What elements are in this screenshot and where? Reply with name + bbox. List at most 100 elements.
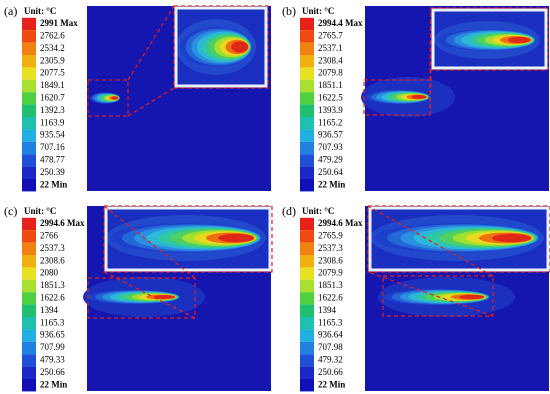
legend-label: 2308.6 xyxy=(40,255,65,265)
zoom-source-box xyxy=(87,79,129,117)
unit-label: Unit: °C xyxy=(24,6,56,16)
legend-label: 1851.3 xyxy=(40,280,65,290)
panel-label: (d) xyxy=(282,204,296,218)
legend-label: 1393.9 xyxy=(318,105,343,115)
legend-label: 2305.9 xyxy=(40,55,65,65)
legend-swatch xyxy=(22,30,36,43)
zoom-box-outline xyxy=(430,7,549,71)
legend-label: 1622.6 xyxy=(318,292,343,302)
panel: (b) Unit: °C 2994.4 Max 2765.7 2537.1 2308.4 2… xyxy=(282,4,549,192)
legend-label: 936.57 xyxy=(318,130,343,140)
zoom-connector xyxy=(127,87,175,117)
legend-swatch xyxy=(22,341,36,355)
legend-label: 250.66 xyxy=(40,367,65,377)
legend-label: 2765.9 xyxy=(318,230,343,240)
legend-swatch xyxy=(22,79,36,93)
legend-label: 2762.6 xyxy=(40,30,65,40)
legend-swatch xyxy=(300,129,314,142)
zoom-source-box xyxy=(382,275,494,317)
legend-label: 2537.1 xyxy=(318,43,343,53)
legend-swatch xyxy=(300,154,314,167)
legend-label: 250.66 xyxy=(318,367,343,377)
legend-label: 2308.4 xyxy=(318,55,343,65)
legend-label: 2534.2 xyxy=(40,43,65,53)
legend-label: 936.65 xyxy=(40,330,65,340)
legend-swatch xyxy=(22,317,36,330)
legend-swatch xyxy=(300,104,314,117)
legend-label: 1392.3 xyxy=(40,105,65,115)
zoom-source-box xyxy=(363,79,431,116)
panel: (d) Unit: °C 2994.6 Max 2765.9 2537.3 2308.6 2… xyxy=(282,204,550,392)
zoom-connector xyxy=(429,69,432,116)
zoom-box-outline xyxy=(173,5,269,89)
zoom-frame xyxy=(431,8,548,70)
legend-swatch xyxy=(22,117,36,130)
zoom-connector xyxy=(367,205,494,277)
legend-label: 1620.7 xyxy=(40,92,65,102)
legend-label: 1849.1 xyxy=(40,80,65,90)
legend-swatch xyxy=(300,354,314,367)
legend-swatch xyxy=(300,242,314,255)
zoom-frame xyxy=(368,206,550,272)
legend-label: 1622.6 xyxy=(40,292,65,302)
temperature-contour xyxy=(507,36,531,44)
legend-swatch xyxy=(300,255,314,268)
legend-swatch xyxy=(22,42,36,55)
legend-label: 936.64 xyxy=(318,330,343,340)
legend-swatch xyxy=(22,179,36,192)
legend-swatch xyxy=(300,329,314,342)
legend-swatch xyxy=(300,379,314,392)
legend-label: 250.39 xyxy=(40,167,65,177)
panel-label: (c) xyxy=(4,204,17,218)
legend-swatch xyxy=(300,217,314,231)
legend-label: 1163.9 xyxy=(40,117,65,127)
zoom-frame xyxy=(174,6,268,88)
legend-swatch xyxy=(300,166,314,179)
temperature-contour xyxy=(111,96,119,100)
legend-label: 935.54 xyxy=(40,130,65,140)
legend-swatch xyxy=(300,141,314,155)
legend-label: 2077.5 xyxy=(40,68,65,78)
legend-swatch xyxy=(300,30,314,43)
legend-label: 2079.8 xyxy=(318,68,343,78)
legend-swatch xyxy=(22,67,36,80)
legend-swatch xyxy=(22,55,36,68)
temperature-contour xyxy=(231,41,249,53)
legend-label: 479.33 xyxy=(40,354,65,364)
temperature-contour xyxy=(218,233,254,243)
legend-label: 1851.3 xyxy=(318,280,343,290)
legend-swatch xyxy=(22,129,36,142)
legend-label: 1622.5 xyxy=(318,92,343,102)
legend-swatch xyxy=(22,255,36,268)
legend-label: 2994.6 Max xyxy=(40,218,85,228)
legend-label: 2537.3 xyxy=(318,243,343,253)
legend-swatch xyxy=(300,92,314,105)
temperature-contour xyxy=(411,95,427,99)
legend-label: 707.99 xyxy=(40,342,65,352)
legend-swatch xyxy=(300,292,314,305)
legend-label: 22 Min xyxy=(318,379,345,389)
legend-label: 1165.3 xyxy=(318,317,343,327)
legend-swatch xyxy=(300,317,314,330)
temperature-contour xyxy=(459,294,485,300)
legend-swatch xyxy=(300,79,314,93)
legend-label: 2308.6 xyxy=(318,255,343,265)
zoom-connector xyxy=(429,7,432,81)
legend-swatch xyxy=(22,217,36,231)
legend-label: 2991 Max xyxy=(40,18,78,28)
legend-label: 2994.6 Max xyxy=(318,218,363,228)
legend-swatch xyxy=(22,329,36,342)
legend-label: 1394 xyxy=(318,305,337,315)
unit-label: Unit: °C xyxy=(302,206,334,216)
legend-label: 1394 xyxy=(40,305,59,315)
legend-swatch xyxy=(300,117,314,130)
temperature-contour xyxy=(492,233,532,243)
legend-label: 22 Min xyxy=(40,379,67,389)
legend-swatch xyxy=(22,141,36,155)
zoom-connector xyxy=(127,5,175,81)
zoom-connector xyxy=(103,205,196,279)
temperature-contour xyxy=(153,295,176,299)
legend-label: 1165.2 xyxy=(318,117,342,127)
legend-swatch xyxy=(300,304,314,317)
legend-swatch xyxy=(22,279,36,293)
